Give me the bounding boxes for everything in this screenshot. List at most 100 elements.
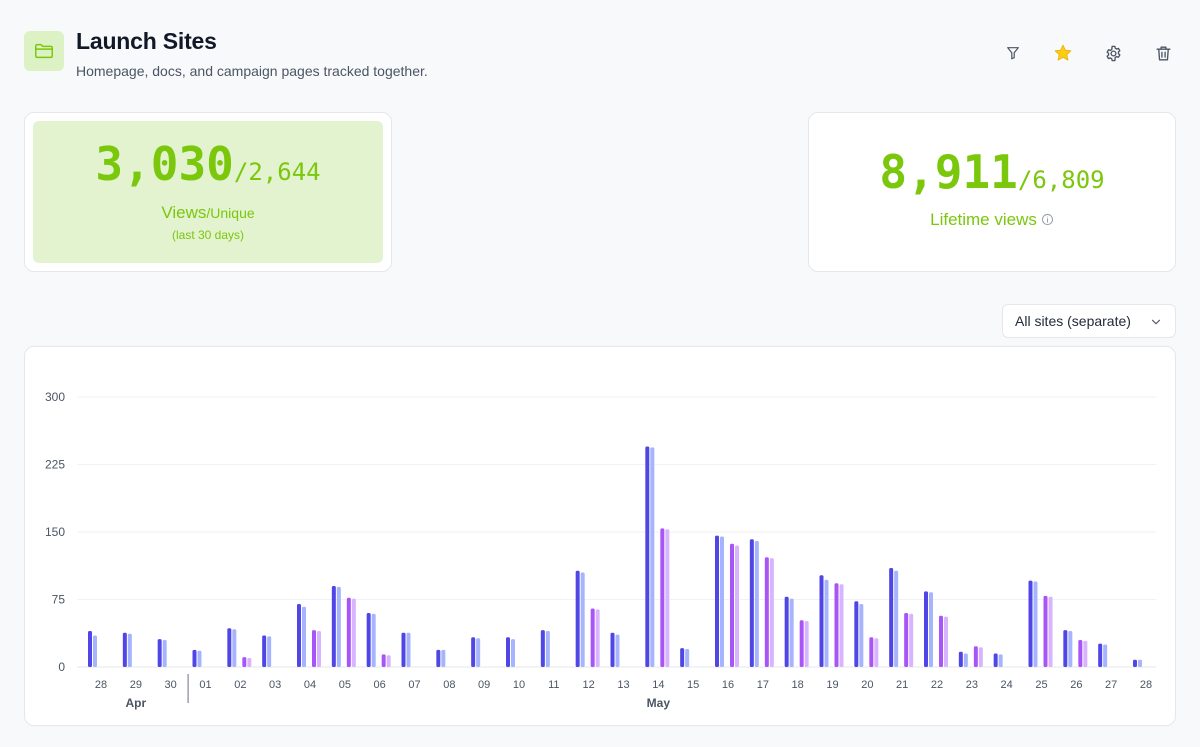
lifetime-views-value: 8,911 bbox=[879, 145, 1018, 199]
chart-bar bbox=[804, 621, 809, 667]
x-tick-label: 15 bbox=[687, 679, 699, 691]
y-tick-label: 225 bbox=[45, 458, 65, 472]
delete-button[interactable] bbox=[1150, 40, 1176, 66]
chart-bar bbox=[824, 579, 829, 667]
chart-bar bbox=[317, 631, 321, 667]
chart-bar bbox=[406, 632, 411, 667]
chart-bar bbox=[784, 596, 789, 667]
filter-icon bbox=[1007, 47, 1019, 60]
chart-bar bbox=[590, 608, 595, 667]
chart-bar bbox=[749, 539, 754, 667]
chart-bar bbox=[232, 629, 237, 667]
site-filter-select[interactable]: All sites (separate) bbox=[1002, 304, 1176, 338]
x-tick-label: 24 bbox=[1001, 679, 1013, 691]
chart-bar bbox=[122, 632, 127, 667]
views-bar-chart: 0 75 150 225 300 28 29 30 01 02 03 04 05 06 07 08 09 10 11… bbox=[45, 390, 1156, 710]
chart-bar bbox=[93, 635, 97, 667]
x-tick-label: 20 bbox=[861, 679, 873, 691]
chart-bar bbox=[441, 649, 446, 667]
x-tick-label: 09 bbox=[478, 679, 490, 691]
chart-bar bbox=[1103, 644, 1108, 667]
chart-bar bbox=[610, 632, 615, 667]
x-tick-label: 17 bbox=[757, 679, 769, 691]
chart-bar bbox=[924, 591, 928, 667]
chart-bar bbox=[665, 529, 670, 667]
chart-bar bbox=[1078, 640, 1083, 667]
chart-bar bbox=[859, 604, 864, 667]
chart-bar bbox=[963, 653, 968, 667]
x-tick-label: 04 bbox=[304, 679, 316, 691]
chart-bar bbox=[506, 637, 510, 667]
chart-bar bbox=[1063, 630, 1068, 667]
chart-bar bbox=[1043, 595, 1048, 667]
chart-bar bbox=[1098, 643, 1103, 667]
page-header: Launch Sites Homepage, docs, and campaig… bbox=[24, 28, 1176, 84]
chart-bar bbox=[735, 545, 739, 667]
chart-bar bbox=[401, 632, 406, 667]
views-card-highlight: 3,030/2,644 Views/Unique (last 30 days) bbox=[33, 121, 383, 263]
chart-bar bbox=[998, 654, 1003, 667]
chart-bar bbox=[769, 558, 774, 667]
chart-bar bbox=[1028, 580, 1033, 667]
lifetime-card: 8,911/6,809 Lifetime views bbox=[808, 112, 1176, 272]
lifetime-stat: 8,911/6,809 bbox=[809, 145, 1175, 199]
y-tick-label: 0 bbox=[58, 660, 65, 674]
chart-bar bbox=[312, 630, 316, 667]
x-tick-label: 29 bbox=[130, 679, 142, 691]
chart-bar bbox=[545, 631, 550, 667]
chevron-down-icon bbox=[1151, 319, 1161, 325]
chart-bar bbox=[162, 640, 167, 667]
chart-bar bbox=[386, 655, 391, 667]
chart-bar bbox=[993, 653, 998, 667]
favorite-button[interactable] bbox=[1050, 40, 1076, 66]
x-tick-label: 12 bbox=[583, 679, 595, 691]
x-tick-label: 02 bbox=[234, 679, 246, 691]
chart-bar bbox=[615, 634, 620, 667]
chart-bar bbox=[262, 635, 267, 667]
page-title: Launch Sites bbox=[76, 28, 217, 54]
chart-card: 0 75 150 225 300 28 29 30 01 02 03 04 05 06 07 08 09 10 11… bbox=[24, 346, 1176, 726]
chart-bar bbox=[192, 649, 197, 667]
views-value: 3,030 bbox=[95, 137, 234, 191]
filter-button[interactable] bbox=[1000, 40, 1026, 66]
star-icon bbox=[1054, 44, 1072, 61]
chart-bar bbox=[958, 651, 963, 667]
lifetime-label: Lifetime views bbox=[809, 210, 1175, 230]
chart-bar bbox=[973, 646, 978, 667]
chart-bar bbox=[944, 616, 948, 667]
chart-bar bbox=[297, 604, 301, 667]
chart-bar bbox=[720, 536, 724, 667]
settings-button[interactable] bbox=[1100, 40, 1126, 66]
chart-bar bbox=[331, 586, 336, 667]
chart-bar bbox=[715, 535, 719, 667]
chart-bar bbox=[580, 572, 585, 667]
folder-badge bbox=[24, 31, 64, 71]
chart-bar bbox=[242, 657, 247, 667]
chart-bar bbox=[302, 606, 306, 667]
chart-bar bbox=[267, 636, 272, 667]
chart-bar bbox=[650, 447, 655, 667]
chart-bar bbox=[874, 638, 879, 667]
x-tick-label: 26 bbox=[1070, 679, 1082, 691]
info-icon[interactable] bbox=[1041, 213, 1054, 226]
x-tick-label: 10 bbox=[513, 679, 525, 691]
chart-bar bbox=[127, 633, 132, 667]
x-tick-label: 28 bbox=[95, 679, 107, 691]
x-tick-label: 16 bbox=[722, 679, 734, 691]
page-subtitle: Homepage, docs, and campaign pages track… bbox=[76, 63, 428, 79]
x-tick-label: 11 bbox=[548, 679, 559, 691]
folder-icon bbox=[35, 43, 53, 59]
chart-bar bbox=[351, 598, 356, 667]
x-tick-label: 30 bbox=[165, 679, 177, 691]
chart-bar bbox=[197, 650, 202, 667]
period-note: (last 30 days) bbox=[171, 228, 245, 242]
chart-bar bbox=[540, 630, 545, 667]
chart-bar bbox=[595, 609, 600, 667]
chart-bar bbox=[346, 597, 351, 667]
lifetime-label-text: Lifetime views bbox=[930, 210, 1037, 229]
chart-bar bbox=[894, 570, 899, 667]
unique-value: /2,644 bbox=[233, 158, 321, 186]
toolbar bbox=[976, 40, 1176, 66]
chart-bar bbox=[1138, 659, 1142, 667]
chart-bar bbox=[680, 648, 685, 667]
